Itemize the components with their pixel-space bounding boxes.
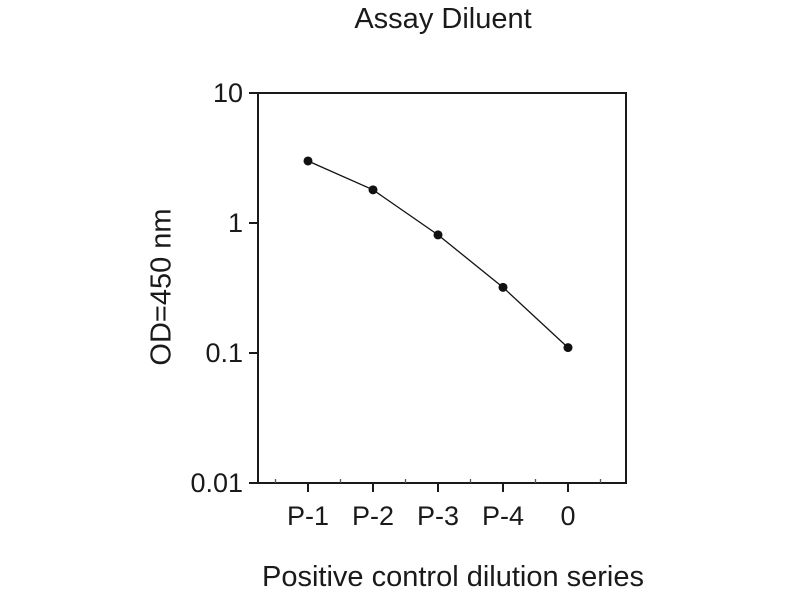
y-axis-tick-label: 0.01 bbox=[190, 468, 243, 498]
data-point bbox=[498, 282, 508, 292]
y-axis-tick-label: 1 bbox=[228, 208, 243, 238]
data-point bbox=[563, 343, 573, 353]
y-axis-tick-label: 10 bbox=[213, 78, 243, 108]
plot-box bbox=[257, 92, 627, 484]
x-axis-tick-label: P-1 bbox=[287, 501, 329, 531]
y-axis-tick-label: 0.1 bbox=[205, 338, 243, 368]
x-axis-tick-label: 0 bbox=[560, 501, 575, 531]
x-axis-tick-label: P-2 bbox=[352, 501, 394, 531]
x-axis-tick-label: P-3 bbox=[417, 501, 459, 531]
series-line bbox=[307, 160, 569, 349]
data-point bbox=[433, 230, 443, 240]
x-axis-title: Positive control dilution series bbox=[261, 561, 645, 593]
data-point bbox=[303, 156, 313, 166]
y-axis-title: OD=450 nm bbox=[145, 208, 178, 366]
chart-title: Assay Diluent bbox=[354, 3, 532, 35]
data-point bbox=[368, 185, 378, 195]
x-axis-tick-label: P-4 bbox=[482, 501, 524, 531]
